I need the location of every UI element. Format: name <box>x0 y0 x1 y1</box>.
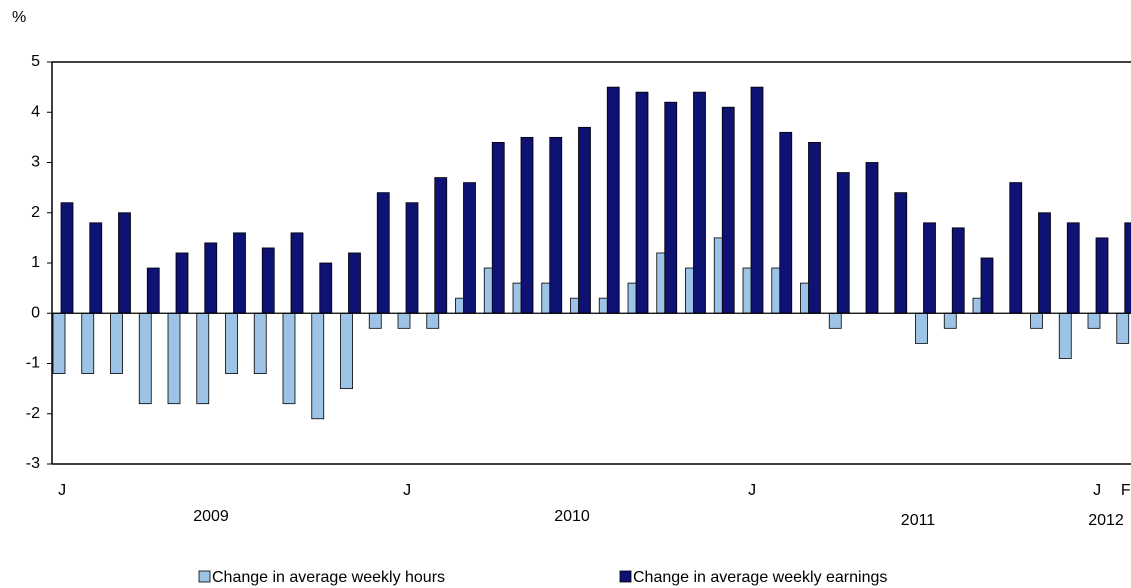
bar <box>750 86 764 314</box>
x-tick-label: J <box>403 482 411 499</box>
bar <box>1095 237 1109 314</box>
bar <box>196 312 210 405</box>
bar <box>951 227 965 314</box>
bar <box>915 312 928 344</box>
y-tick-label: 0 <box>31 304 40 321</box>
y-tick-label: -3 <box>26 455 40 472</box>
bar <box>253 312 267 374</box>
bar <box>204 242 218 314</box>
bar <box>1009 182 1023 314</box>
bar <box>836 172 850 314</box>
bar <box>693 91 706 314</box>
bar <box>865 162 879 314</box>
bar <box>138 312 152 405</box>
bar <box>1116 312 1130 344</box>
x-tick-label: J <box>1093 482 1101 499</box>
bar <box>60 202 74 314</box>
year-label: 2009 <box>193 508 229 525</box>
x-tick-label: J <box>748 482 756 499</box>
bar <box>175 252 189 314</box>
y-tick-label: 1 <box>31 254 40 271</box>
legend-swatch <box>198 570 211 583</box>
bar <box>578 126 591 314</box>
x-tick-label: F <box>1121 482 1131 499</box>
bar <box>368 312 382 329</box>
bar <box>319 262 333 314</box>
y-tick-label: 2 <box>31 204 40 221</box>
bar <box>923 222 936 314</box>
bar <box>894 192 908 314</box>
bar <box>89 222 103 314</box>
bar <box>225 312 238 374</box>
bar <box>348 252 361 314</box>
bar <box>376 192 390 314</box>
year-label: 2012 <box>1088 512 1124 529</box>
bar <box>146 267 160 314</box>
bar <box>233 232 246 314</box>
bar <box>549 136 563 314</box>
y-unit-label: % <box>12 9 26 26</box>
bar <box>52 312 66 374</box>
bar <box>808 141 821 314</box>
year-label: 2011 <box>901 512 936 529</box>
bar <box>943 312 957 329</box>
bar <box>426 312 440 329</box>
y-tick-label: 4 <box>31 103 40 120</box>
bar <box>635 91 649 314</box>
bar <box>520 136 534 314</box>
bar <box>434 177 448 314</box>
bar <box>118 212 131 314</box>
bar <box>664 101 678 314</box>
bar <box>290 232 304 314</box>
y-tick-label: -1 <box>26 355 40 372</box>
bar <box>1066 222 1080 314</box>
bar <box>828 312 842 329</box>
y-tick-label: 5 <box>31 53 40 70</box>
bar <box>1038 212 1051 314</box>
bar <box>1124 222 1131 314</box>
bar <box>491 141 505 314</box>
bar <box>110 312 123 374</box>
bar <box>463 182 476 314</box>
legend-label: Change in average weekly earnings <box>633 569 887 586</box>
x-tick-label: J <box>58 482 66 499</box>
bar <box>1058 312 1072 359</box>
bar <box>340 312 353 390</box>
bar <box>1087 312 1101 329</box>
bar <box>1030 312 1043 329</box>
bar <box>167 312 181 405</box>
bar <box>282 312 296 405</box>
bar <box>405 202 419 314</box>
bar <box>397 312 411 329</box>
legend-label: Change in average weekly hours <box>212 569 445 586</box>
bar <box>311 312 325 420</box>
legend-swatch <box>619 570 632 583</box>
year-label: 2010 <box>554 508 590 525</box>
y-tick-label: 3 <box>31 154 40 171</box>
bar <box>261 247 275 314</box>
y-tick-label: -2 <box>26 405 40 422</box>
bar <box>980 257 994 314</box>
bar <box>606 86 620 314</box>
bar <box>779 131 793 314</box>
bar <box>81 312 95 374</box>
bar <box>721 106 735 314</box>
